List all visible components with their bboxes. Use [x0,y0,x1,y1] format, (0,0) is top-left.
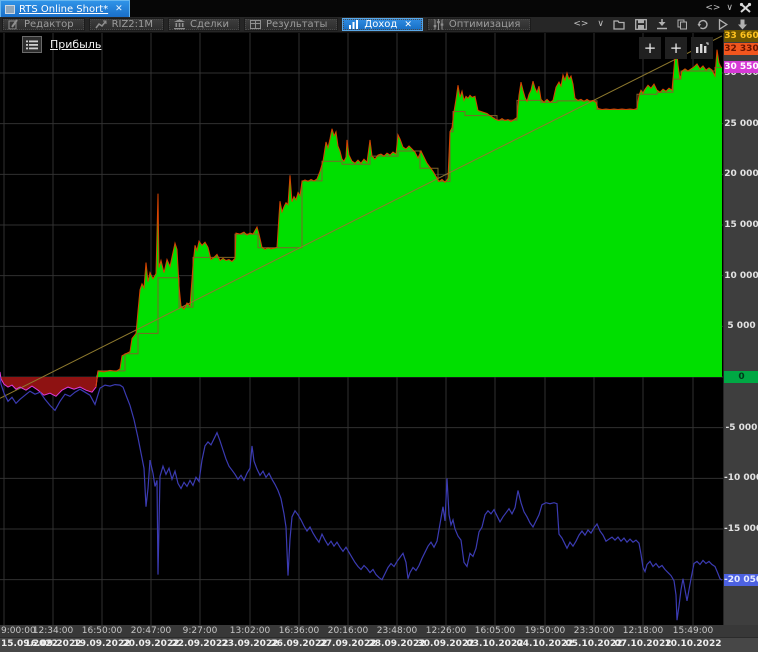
x-axis-date: 15.09.2022 [1,639,58,649]
x-axis-date: 04.10.2022 [516,639,574,649]
document-tab-bar: RTS Online Short* ✕ <> ∨ [0,0,758,17]
code-icon[interactable]: <> [705,3,721,13]
y-axis-tick: -5 000 [725,422,758,433]
value-badge: 0 [724,371,758,383]
export-icon[interactable] [656,15,668,34]
tab-rts-online-short[interactable]: RTS Online Short* ✕ [0,0,130,17]
tab-label: RTS Online Short* [19,3,109,15]
chevron-down-icon[interactable]: ∨ [726,3,733,13]
series-label-profit[interactable]: Прибыль [50,38,102,51]
x-axis-time: 23:30:00 [573,626,615,636]
x-axis-time: 12:26:00 [425,626,467,636]
x-axis-time: 19:50:00 [524,626,566,636]
x-axis-time: 16:50:00 [81,626,123,636]
date-row: 15.09.2022 16.09.2022 19.09.2022 20.09.2022… [0,638,758,652]
x-axis-time: 23:48:00 [376,626,418,636]
value-badge: 32 330 [724,43,758,56]
tools-icon[interactable] [739,0,752,18]
y-axis-tick: -15 000 [724,524,758,534]
close-icon[interactable]: ✕ [115,4,123,14]
chart-canvas[interactable] [0,33,723,625]
histogram-view-button[interactable] [691,37,713,59]
button-income[interactable]: Доход ✕ [342,18,423,31]
x-axis-date: 10.10.2022 [664,639,722,649]
value-badge: 33 660 [724,29,758,42]
x-axis-time: 12:18:00 [622,626,664,636]
panel-toolbar: Редактор RIZ2:1M Сделки Результаты Доход… [0,17,758,33]
chart-legend: Прибыль [22,36,101,53]
x-axis-date: 20.09.2022 [122,639,180,649]
zoom-in-button[interactable]: + [639,37,661,59]
x-axis-time: 9:27:00 [182,626,218,636]
x-axis-date: 28.09.2022 [368,639,426,649]
copy-icon[interactable] [677,15,688,34]
bar-chart-icon [349,20,359,29]
chevron-down-icon[interactable]: ∨ [597,19,604,29]
equity-chart[interactable]: Прибыль + + [0,33,723,625]
y-axis-tick: 5 000 [727,321,756,332]
zoom-out-button[interactable]: + [665,37,687,59]
bank-icon [174,19,186,30]
y-axis-tick: 10 000 [724,270,758,281]
x-axis-time: 15:49:00 [672,626,714,636]
value-badge: 30 550 [724,61,758,74]
x-axis-time: 13:02:00 [229,626,271,636]
button-riz2-1m[interactable]: RIZ2:1M [88,18,165,31]
y-axis-tick: 25 000 [724,118,758,129]
value-badge: -20 050 [724,574,758,587]
button-trades[interactable]: Сделки [168,18,241,31]
table-icon [250,20,262,29]
x-axis-date: 03.10.2022 [466,639,524,649]
open-folder-icon[interactable] [613,15,626,34]
button-optimization[interactable]: Оптимизация [426,18,532,31]
play-icon[interactable] [718,15,729,34]
x-axis-date: 30.09.2022 [417,639,475,649]
button-results[interactable]: Результаты [244,18,339,31]
x-axis-time: 9:00:00 [1,626,36,636]
script-icon [5,4,15,14]
close-icon[interactable]: ✕ [404,19,412,30]
save-icon[interactable] [635,15,647,34]
x-axis-time: 16:05:00 [474,626,516,636]
refresh-icon[interactable] [697,15,709,34]
y-axis-tick: 20 000 [724,169,758,180]
x-axis-date: 22.09.2022 [171,639,229,649]
x-axis-time: 12:34:00 [32,626,74,636]
button-editor[interactable]: Редактор [2,18,85,31]
x-axis-time: 20:47:00 [130,626,172,636]
x-axis-time: 20:16:00 [327,626,369,636]
x-axis-date: 16.09.2022 [24,639,82,649]
x-axis-date: 27.09.2022 [319,639,377,649]
x-axis-time: 16:36:00 [278,626,320,636]
code-icon[interactable]: <> [573,19,589,29]
list-icon [26,40,38,49]
sliders-icon [433,19,444,30]
series-list-button[interactable] [22,36,42,53]
download-icon[interactable] [737,15,748,34]
chart-line-icon [94,20,107,29]
x-axis-date: 05.10.2022 [565,639,623,649]
x-axis-date: 23.09.2022 [221,639,279,649]
x-axis-date: 19.09.2022 [73,639,131,649]
y-axis-tick: 15 000 [724,219,758,230]
x-axis-date: 26.09.2022 [270,639,328,649]
editor-icon [8,19,18,30]
y-axis-tick: -10 000 [724,473,758,484]
x-axis-date: 07.10.2022 [614,639,672,649]
time-row: 9:00:00 12:34:00 16:50:00 20:47:00 9:27:00 13… [0,625,758,638]
time-axis[interactable]: 9:00:00 12:34:00 16:50:00 20:47:00 9:27:00 13… [0,625,758,652]
